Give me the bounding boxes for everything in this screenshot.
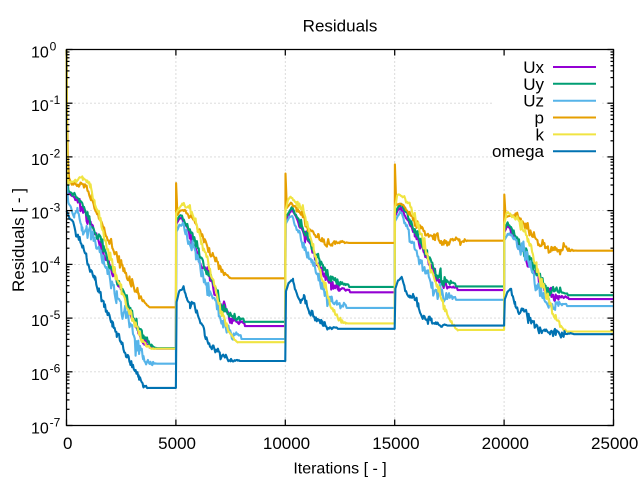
svg-text:Residuals: Residuals [303,17,378,36]
svg-text:-5: -5 [50,308,61,322]
svg-text:10: 10 [31,152,49,169]
svg-text:10: 10 [31,98,49,115]
svg-text:Ux: Ux [523,58,544,77]
svg-text:10: 10 [31,206,49,223]
svg-text:10000: 10000 [263,434,310,453]
svg-text:-7: -7 [50,415,61,429]
svg-text:Uy: Uy [523,75,544,94]
svg-text:-4: -4 [50,254,61,268]
svg-text:Uz: Uz [523,92,544,111]
svg-text:25000: 25000 [591,434,638,453]
svg-text:10: 10 [31,421,49,438]
svg-text:-6: -6 [50,362,61,376]
svg-text:Residuals [ - ]: Residuals [ - ] [9,188,28,292]
svg-text:10: 10 [31,367,49,384]
svg-text:15000: 15000 [372,434,419,453]
svg-text:Iterations [ - ]: Iterations [ - ] [293,461,386,478]
svg-text:5000: 5000 [158,434,196,453]
svg-text:p: p [535,109,544,128]
svg-text:-2: -2 [50,147,61,161]
svg-text:-3: -3 [50,200,61,214]
svg-text:-1: -1 [50,93,61,107]
svg-text:20000: 20000 [482,434,529,453]
svg-text:0: 0 [50,39,57,53]
svg-text:10: 10 [31,259,49,276]
svg-text:10: 10 [31,313,49,330]
svg-text:0: 0 [63,434,72,453]
svg-text:k: k [536,125,545,144]
svg-text:omega: omega [492,142,545,161]
svg-text:10: 10 [31,45,49,62]
